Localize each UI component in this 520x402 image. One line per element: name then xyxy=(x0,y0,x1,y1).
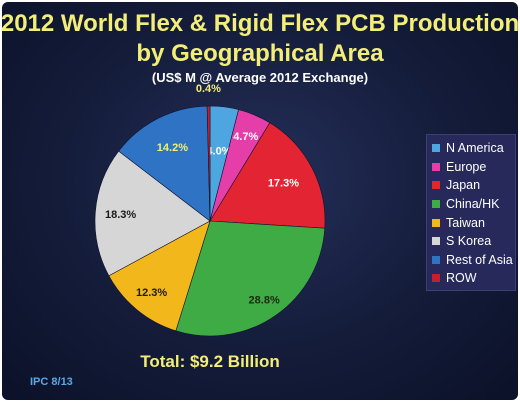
slice-label-row: 0.4% xyxy=(196,83,221,95)
legend-label: Taiwan xyxy=(446,215,485,230)
pie-slice-rest-of-asia xyxy=(118,105,211,222)
pie-slice-china-hk xyxy=(175,220,326,337)
chart-subtitle: (US$ M @ Average 2012 Exchange) xyxy=(151,70,369,85)
legend-item-china-hk: China/HK xyxy=(427,195,515,214)
chart-title: 2012 World Flex & Rigid Flex PCB Product… xyxy=(0,10,520,37)
slice-label-s-korea: 18.3% xyxy=(105,209,136,221)
slice-label-china-hk: 28.8% xyxy=(249,295,280,307)
legend-label: China/HK xyxy=(446,197,500,212)
slice-label-n-america: 4.0% xyxy=(206,145,231,157)
legend-item-europe: Europe xyxy=(427,158,515,177)
source-label: IPC 8/13 xyxy=(30,376,73,388)
legend-label: Rest of Asia xyxy=(446,252,513,267)
legend-swatch xyxy=(432,255,440,264)
slice-label-europe: 4.7% xyxy=(233,131,258,143)
legend-swatch xyxy=(432,181,440,190)
slice-label-rest-of-asia: 14.2% xyxy=(157,142,188,154)
legend-item-row: ROW xyxy=(427,269,515,288)
slice-label-taiwan: 12.3% xyxy=(136,287,167,299)
slice-label-japan: 17.3% xyxy=(268,178,299,190)
legend-item-s-korea: S Korea xyxy=(427,232,515,251)
legend-swatch xyxy=(432,144,440,153)
legend-item-rest-of-asia: Rest of Asia xyxy=(427,251,515,270)
legend-swatch xyxy=(432,200,440,209)
legend-item-japan: Japan xyxy=(427,176,515,195)
pie-slice-s-korea xyxy=(94,150,211,277)
total-label: Total: $9.2 Billion xyxy=(140,352,280,371)
pie-slice-japan xyxy=(209,122,326,229)
legend-label: Europe xyxy=(446,159,487,174)
legend-item-taiwan: Taiwan xyxy=(427,213,515,232)
legend: N America Europe Japan China/HK Taiwan S Kore… xyxy=(426,134,516,291)
chart-title-line2: by Geographical Area xyxy=(136,40,384,67)
legend-item-n-america: N America xyxy=(427,139,515,158)
legend-label: N America xyxy=(446,141,504,156)
legend-swatch xyxy=(432,162,440,171)
legend-label: S Korea xyxy=(446,234,492,249)
legend-label: ROW xyxy=(446,271,477,286)
pie-slice-taiwan xyxy=(108,220,211,332)
legend-label: Japan xyxy=(446,178,481,193)
legend-swatch xyxy=(432,237,440,246)
legend-swatch xyxy=(432,274,440,283)
pie-slice-row xyxy=(206,105,211,222)
legend-swatch xyxy=(432,218,440,227)
